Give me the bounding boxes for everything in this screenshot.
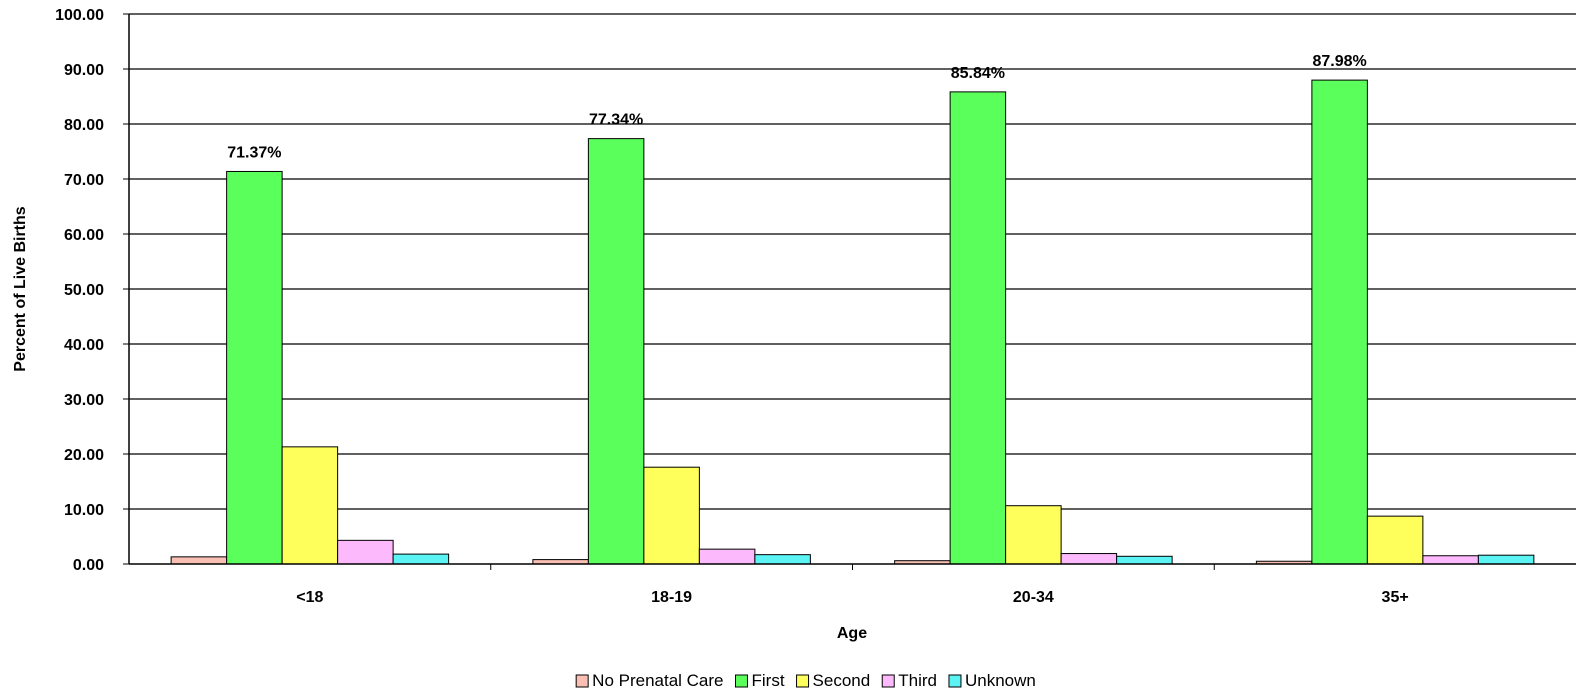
x-tick-label: 35+ bbox=[1382, 589, 1409, 606]
bar-first bbox=[587, 138, 645, 565]
data-label: 71.37% bbox=[227, 144, 281, 161]
bar-unknown bbox=[1116, 555, 1173, 565]
y-tick-label: 70.00 bbox=[64, 172, 104, 189]
y-tick-label: 100.00 bbox=[55, 7, 104, 24]
y-tick-label: 20.00 bbox=[64, 447, 104, 464]
data-labels: 71.37% 77.34% 85.84% 87.98% bbox=[227, 53, 1367, 161]
bar-second bbox=[1366, 515, 1424, 565]
y-tick-label: 60.00 bbox=[64, 227, 104, 244]
legend: No Prenatal Care First Second Third Unknown bbox=[575, 671, 1036, 690]
legend-swatch bbox=[948, 674, 962, 688]
x-tick-labels: <18 18-19 20-34 35+ bbox=[296, 589, 1408, 606]
x-tick-label: 20-34 bbox=[1013, 589, 1054, 606]
x-tick-label: 18-19 bbox=[651, 589, 692, 606]
legend-item: No Prenatal Care bbox=[575, 671, 724, 690]
y-tick-label: 80.00 bbox=[64, 117, 104, 134]
bar-second bbox=[281, 446, 339, 565]
bar-third bbox=[337, 539, 394, 565]
bar-second bbox=[643, 466, 700, 565]
bar-third bbox=[1060, 553, 1118, 565]
y-tick-label: 50.00 bbox=[64, 282, 104, 299]
x-tick-label: <18 bbox=[296, 589, 323, 606]
legend-label: First bbox=[752, 671, 785, 690]
y-tick-labels: 0.00 10.00 20.00 30.00 40.00 50.00 60.00 70.00 8… bbox=[55, 7, 104, 574]
legend-label: Third bbox=[898, 671, 937, 690]
data-label: 87.98% bbox=[1312, 53, 1366, 70]
legend-swatch bbox=[575, 674, 589, 688]
bar-third bbox=[1422, 555, 1479, 565]
legend-item: Second bbox=[796, 671, 871, 690]
legend-swatch bbox=[881, 674, 895, 688]
bar-second bbox=[1005, 505, 1062, 565]
bar-first bbox=[226, 170, 283, 565]
legend-item: Third bbox=[881, 671, 937, 690]
y-tick-label: 0.00 bbox=[73, 557, 104, 574]
legend-label: Unknown bbox=[965, 671, 1036, 690]
bars bbox=[170, 79, 1535, 565]
y-tick-label: 30.00 bbox=[64, 392, 104, 409]
legend-label: Second bbox=[813, 671, 871, 690]
y-tick-label: 90.00 bbox=[64, 62, 104, 79]
y-tick-label: 40.00 bbox=[64, 337, 104, 354]
bar-first bbox=[1311, 79, 1368, 565]
bar-no-prenatal-care bbox=[170, 556, 228, 565]
x-axis-title: Age bbox=[837, 625, 867, 642]
legend-item: Unknown bbox=[948, 671, 1036, 690]
legend-label: No Prenatal Care bbox=[592, 671, 723, 690]
bar-unknown bbox=[754, 554, 811, 565]
y-axis-title: Percent of Live Births bbox=[12, 206, 29, 371]
legend-swatch bbox=[796, 674, 810, 688]
data-label: 85.84% bbox=[951, 65, 1005, 82]
bar-first bbox=[949, 91, 1007, 565]
gridlines bbox=[129, 13, 1576, 510]
data-label: 77.34% bbox=[589, 112, 643, 129]
legend-item: First bbox=[735, 671, 785, 690]
y-tick-label: 10.00 bbox=[64, 502, 104, 519]
bar-third bbox=[698, 548, 756, 565]
legend-swatch bbox=[735, 674, 749, 688]
bar-unknown bbox=[392, 553, 450, 565]
bar-unknown bbox=[1477, 554, 1535, 565]
axes bbox=[123, 13, 1576, 570]
